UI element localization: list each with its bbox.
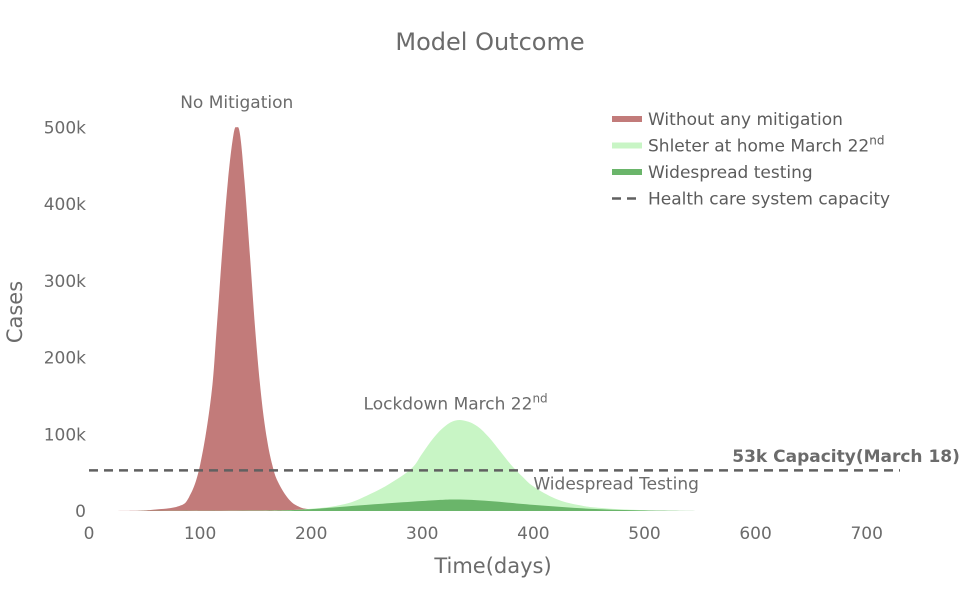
legend-without-mitigation-label: Without any mitigation	[648, 110, 843, 130]
x-tick-label: 200	[295, 524, 327, 544]
y-tick-label: 200k	[44, 349, 86, 369]
x-axis-title: Time(days)	[433, 554, 551, 578]
legend-without-mitigation[interactable]: Without any mitigation	[612, 110, 843, 130]
legend-widespread-testing-swatch	[612, 169, 642, 175]
legend: Without any mitigation Shleter at home Ma…	[612, 110, 890, 210]
y-tick-label: 400k	[44, 195, 86, 215]
x-tick-label: 400	[517, 524, 549, 544]
x-tick-label: 300	[406, 524, 438, 544]
annotation-widespread-testing: Widespread Testing	[533, 475, 699, 495]
area-without-mitigation	[89, 127, 345, 511]
y-axis-title: Cases	[3, 281, 27, 343]
annotation-lockdown: Lockdown March 22nd	[364, 392, 548, 415]
area-widespread-testing	[89, 499, 700, 511]
x-tick-label: 0	[84, 524, 95, 544]
legend-shelter-at-home[interactable]: Shleter at home March 22nd	[612, 134, 884, 157]
chart-title: Model Outcome	[395, 28, 584, 56]
annotation-capacity: 53k Capacity(March 18)	[732, 447, 960, 467]
legend-capacity-label: Health care system capacity	[648, 190, 890, 210]
annotation-layer: No Mitigation Lockdown March 22nd Widespre…	[180, 93, 960, 495]
legend-widespread-testing-label: Widespread testing	[648, 163, 813, 183]
legend-widespread-testing[interactable]: Widespread testing	[612, 163, 813, 183]
x-tick-label: 700	[850, 524, 882, 544]
series-layer	[89, 127, 700, 511]
y-tick-label: 500k	[44, 118, 86, 138]
legend-shelter-at-home-swatch	[612, 142, 642, 149]
y-tick-label: 100k	[44, 425, 86, 445]
x-tick-label: 600	[739, 524, 771, 544]
y-tick-label: 300k	[44, 272, 86, 292]
legend-shelter-at-home-label: Shleter at home March 22nd	[648, 134, 884, 157]
x-tick-label: 500	[628, 524, 660, 544]
axis-layer: 0 100 200 300 400 500 600 700 0 100k 200k 300k 400k 5…	[44, 118, 883, 544]
x-tick-label: 100	[184, 524, 216, 544]
legend-without-mitigation-swatch	[612, 116, 642, 122]
annotation-no-mitigation: No Mitigation	[180, 93, 293, 113]
legend-capacity[interactable]: Health care system capacity	[612, 190, 890, 210]
area-shelter-at-home	[89, 419, 700, 511]
y-tick-label: 0	[75, 502, 86, 522]
